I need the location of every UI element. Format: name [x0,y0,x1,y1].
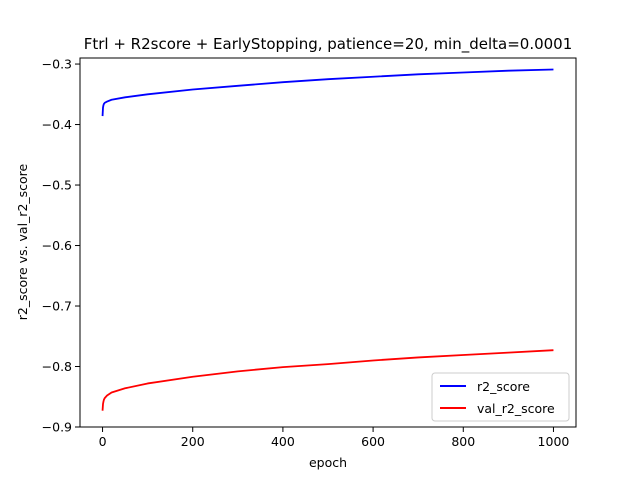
y-tick-label: −0.3 [42,57,72,72]
x-tick-label: 0 [99,434,107,449]
x-tick-label: 200 [181,434,205,449]
x-tick-label: 400 [271,434,295,449]
y-tick-label: −0.6 [42,238,72,253]
x-axis-label: epoch [309,455,347,470]
series-line-r2-score [101,68,554,117]
legend-label-r2-score: r2_score [477,379,530,394]
y-tick-label: −0.9 [42,420,72,435]
x-tick-label: 800 [451,434,475,449]
series-line-val-r2-score [101,349,554,411]
x-tick-label: 1000 [538,434,570,449]
x-tick-label: 600 [361,434,385,449]
y-axis-label: r2_score vs. val_r2_score [15,163,30,320]
y-tick-label: −0.4 [42,117,72,132]
legend: r2_score val_r2_score [431,372,570,422]
legend-box [431,372,570,422]
y-tick-label: −0.8 [42,359,72,374]
plot-frame [79,57,577,428]
x-axis: 0 200 400 600 800 1000 [99,427,570,449]
series-layer [101,68,554,411]
y-tick-label: −0.5 [42,178,72,193]
y-tick-label: −0.7 [42,299,72,314]
y-axis: −0.9 −0.8 −0.7 −0.6 −0.5 −0.4 −0.3 [42,57,80,435]
chart-title: Ftrl + R2score + EarlyStopping, patience… [84,35,573,54]
legend-label-val-r2-score: val_r2_score [477,401,555,416]
